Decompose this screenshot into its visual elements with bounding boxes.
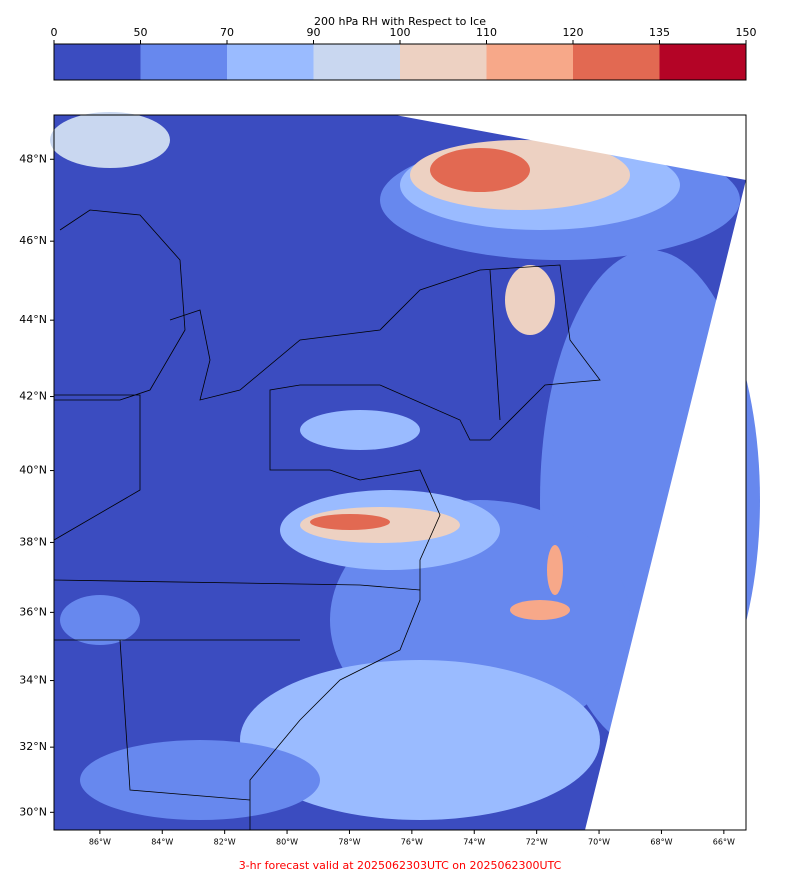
colorbar-segment xyxy=(573,44,660,80)
x-tick-label: 78°W xyxy=(338,838,360,847)
colorbar-tick-label: 110 xyxy=(476,26,497,39)
footer: 3-hr forecast valid at 2025062303UTC on … xyxy=(239,859,562,872)
x-tick-label: 86°W xyxy=(89,838,111,847)
field-blob xyxy=(430,148,530,192)
field-blob xyxy=(80,740,320,820)
x-tick-label: 76°W xyxy=(401,838,423,847)
field-blob xyxy=(505,265,555,335)
y-tick-label: 40°N xyxy=(19,464,47,477)
x-tick-label: 66°W xyxy=(713,838,735,847)
colorbar-segment xyxy=(54,44,141,80)
y-tick-label: 46°N xyxy=(19,234,47,247)
x-tick-label: 70°W xyxy=(588,838,610,847)
colorbar: 0 50 70 90 100 110 120 135 150 xyxy=(51,26,757,81)
field-blob xyxy=(547,545,563,595)
map-axes: 30°N 32°N 34°N 36°N 38°N 40°N 42°N 44°N 46°N 48°N… xyxy=(19,152,735,846)
field-blob xyxy=(310,514,390,530)
x-tick-label: 80°W xyxy=(276,838,298,847)
boundaries xyxy=(53,209,601,830)
y-tick-label: 38°N xyxy=(19,535,47,548)
colorbar-segment xyxy=(313,44,401,80)
colorbar-tick-label: 70 xyxy=(220,26,234,39)
y-tick-label: 44°N xyxy=(19,313,47,326)
y-tick-label: 34°N xyxy=(19,674,47,687)
map-field xyxy=(50,112,760,831)
colorbar-tick-label: 90 xyxy=(307,26,321,39)
x-tick-label: 68°W xyxy=(650,838,672,847)
colorbar-segment xyxy=(227,44,314,80)
x-tick-label: 72°W xyxy=(526,838,548,847)
y-tick-label: 36°N xyxy=(19,605,47,618)
field-blob xyxy=(50,112,170,168)
colorbar-title: 200 hPa RH with Respect to Ice xyxy=(314,15,486,28)
colorbar-tick-label: 50 xyxy=(134,26,148,39)
y-tick-label: 30°N xyxy=(19,805,47,818)
y-tick-label: 48°N xyxy=(19,152,47,165)
x-tick-label: 84°W xyxy=(151,838,173,847)
colorbar-tick-label: 135 xyxy=(649,26,670,39)
colorbar-tick-label: 150 xyxy=(736,26,757,39)
colorbar-segment xyxy=(659,44,747,80)
field-blob xyxy=(60,595,140,645)
colorbar-segment xyxy=(486,44,574,80)
domain-edge xyxy=(395,115,746,830)
colorbar-tick-label: 120 xyxy=(563,26,584,39)
y-tick-label: 32°N xyxy=(19,740,47,753)
field-blob xyxy=(240,660,600,820)
field-blob xyxy=(510,600,570,620)
colorbar-tick-label: 0 xyxy=(51,26,58,39)
x-tick-label: 82°W xyxy=(214,838,236,847)
y-tick-label: 42°N xyxy=(19,390,47,403)
x-tick-label: 74°W xyxy=(463,838,485,847)
field-blob xyxy=(300,410,420,450)
colorbar-tick-label: 100 xyxy=(390,26,411,39)
colorbar-segment xyxy=(140,44,228,80)
colorbar-segment xyxy=(400,44,487,80)
map-frame xyxy=(53,114,747,831)
